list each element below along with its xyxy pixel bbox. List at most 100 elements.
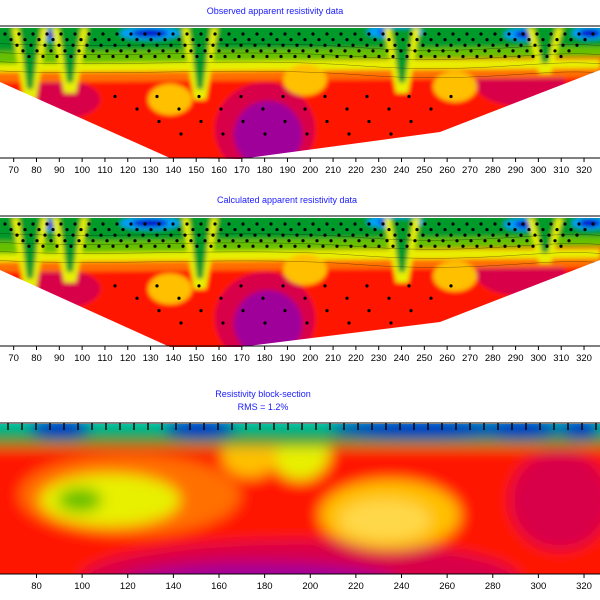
data-point — [209, 54, 213, 59]
data-point — [261, 227, 265, 232]
data-point — [259, 239, 263, 243]
blue-patch — [480, 424, 560, 437]
data-point — [115, 32, 119, 36]
data-point — [209, 244, 213, 248]
x-tick-label: 140 — [165, 165, 181, 176]
data-point — [77, 49, 81, 53]
data-point — [307, 244, 311, 248]
data-point — [429, 107, 433, 111]
data-point — [429, 296, 433, 300]
data-point — [337, 233, 341, 237]
x-tick-label: 150 — [188, 165, 204, 176]
data-point — [549, 32, 553, 36]
data-point — [57, 233, 61, 237]
data-point — [347, 321, 351, 325]
contour-fill — [0, 218, 600, 347]
data-point — [547, 233, 551, 237]
data-point — [343, 239, 347, 243]
observed-x-ticks: 70 80 90 100 110 120 130 140 150 160 170 180 190 200 2… — [8, 158, 592, 176]
data-point — [399, 49, 403, 53]
data-point — [231, 49, 235, 53]
data-point — [71, 233, 75, 237]
data-point — [197, 284, 201, 288]
data-point — [323, 94, 327, 99]
data-point — [345, 107, 349, 111]
data-point — [567, 239, 571, 243]
data-point — [147, 239, 151, 243]
data-point — [477, 43, 481, 47]
blue-patch — [132, 29, 168, 38]
data-point — [99, 43, 103, 47]
data-point — [309, 43, 313, 47]
x-tick-label: 220 — [348, 353, 364, 364]
data-point — [447, 54, 451, 59]
data-point — [457, 227, 461, 232]
data-point — [177, 38, 181, 42]
data-point — [255, 222, 259, 226]
data-point — [519, 233, 523, 237]
data-point — [233, 227, 237, 232]
x-tick-label: 290 — [508, 353, 524, 364]
data-point — [429, 38, 433, 42]
data-point — [367, 222, 371, 226]
data-point — [301, 49, 305, 53]
data-point — [21, 239, 25, 243]
data-point — [329, 239, 333, 243]
data-point — [175, 239, 179, 243]
data-point — [323, 233, 327, 237]
x-tick-label: 300 — [530, 581, 546, 592]
data-point — [269, 32, 273, 36]
data-point — [387, 38, 391, 42]
data-point — [555, 227, 559, 232]
data-point — [85, 233, 89, 237]
data-point — [305, 132, 309, 136]
data-point — [241, 222, 245, 226]
data-point — [555, 38, 559, 42]
data-point — [441, 49, 445, 53]
data-point — [153, 54, 157, 59]
data-point — [389, 321, 393, 325]
data-point — [429, 227, 433, 232]
x-tick-label: 310 — [553, 165, 569, 176]
deep-purple — [138, 563, 382, 574]
data-point — [127, 43, 131, 47]
data-point — [297, 32, 301, 36]
data-point — [395, 32, 399, 36]
data-point — [563, 32, 567, 36]
blue-patch — [560, 424, 600, 437]
observed-title: Observed apparent resistivity data — [207, 6, 344, 16]
data-point — [379, 43, 383, 47]
data-point — [461, 244, 465, 248]
data-point — [321, 244, 325, 248]
x-tick-label: 170 — [234, 353, 250, 364]
data-point — [391, 244, 395, 248]
green-spot — [58, 488, 102, 512]
data-point — [373, 38, 377, 42]
data-point — [169, 43, 173, 47]
data-point — [377, 54, 381, 59]
data-point — [15, 233, 19, 237]
x-tick-label: 220 — [348, 581, 364, 592]
data-point — [511, 239, 515, 243]
data-point — [139, 54, 143, 59]
data-point — [407, 233, 411, 237]
data-point — [387, 107, 391, 111]
blue-patch — [579, 29, 600, 38]
x-tick-label: 310 — [553, 353, 569, 364]
data-point — [23, 227, 27, 232]
data-point — [483, 49, 487, 53]
data-point — [197, 43, 201, 47]
data-point — [21, 49, 25, 53]
data-point — [147, 49, 151, 53]
data-point — [141, 43, 145, 47]
data-point — [289, 227, 293, 232]
data-point — [449, 43, 453, 47]
data-point — [489, 244, 493, 248]
green-finger — [189, 218, 211, 279]
x-tick-label: 240 — [394, 353, 410, 364]
data-point — [195, 54, 199, 59]
green-finger — [19, 28, 41, 90]
data-point — [191, 38, 195, 42]
data-point — [63, 239, 67, 243]
data-point — [441, 239, 445, 243]
